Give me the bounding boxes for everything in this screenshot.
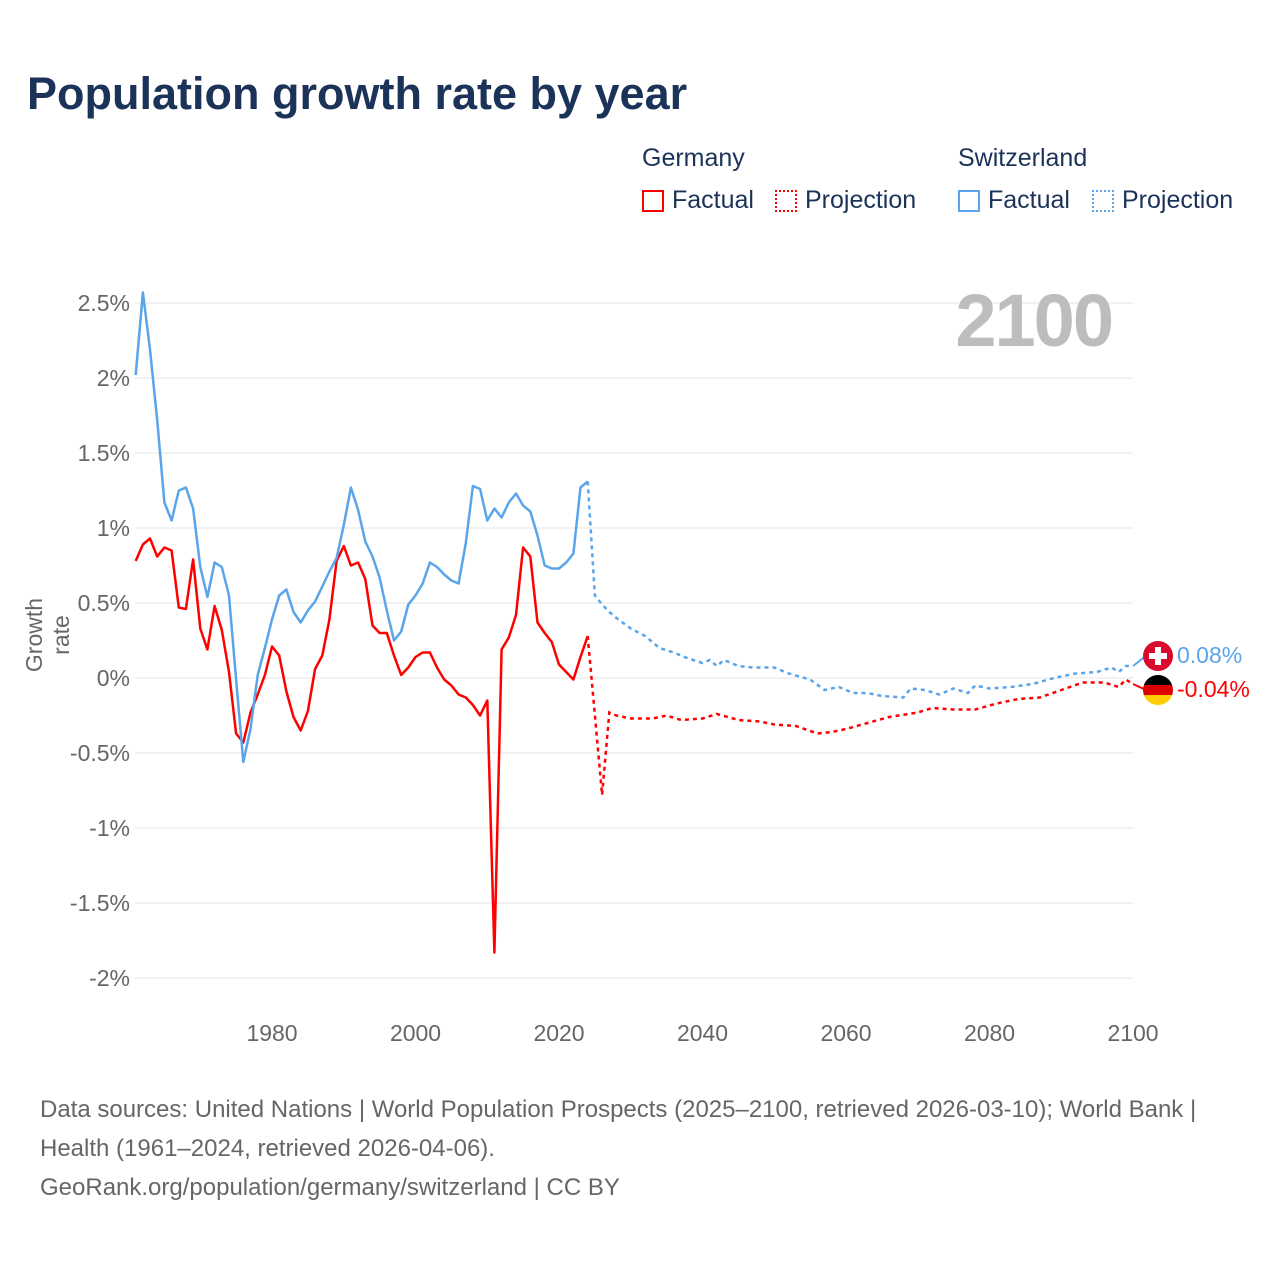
legend-group-germany: Germany (642, 144, 745, 172)
x-tick-label: 2100 (1107, 1020, 1158, 1046)
x-tick-label: 2060 (820, 1020, 871, 1046)
chart-title: Population growth rate by year (27, 68, 688, 119)
legend-label: Projection (1122, 186, 1234, 214)
y-tick-label: 2% (97, 365, 130, 391)
y-tick-label: 1.5% (78, 440, 130, 466)
y-tick-label: 0% (97, 665, 130, 691)
end-label-germany: -0.04% (1177, 676, 1250, 702)
x-tick-label: 2040 (677, 1020, 728, 1046)
legend-label: Factual (672, 186, 754, 214)
end-label-switzerland: 0.08% (1177, 642, 1243, 668)
legend-label: Factual (988, 186, 1070, 214)
y-tick-label: 0.5% (78, 590, 130, 616)
line-germany-factual (134, 537, 589, 954)
y-tick-label: -1% (89, 815, 130, 841)
legend-switzerland-factual[interactable]: Factual (958, 186, 1070, 215)
legend-germany-factual[interactable]: Factual (642, 186, 754, 215)
flag-germany-icon (1143, 675, 1173, 685)
x-tick-label: 2020 (533, 1020, 584, 1046)
y-tick-label: -0.5% (70, 740, 130, 766)
legend-label: Projection (805, 186, 917, 214)
y-axis-label: Growth rate (21, 597, 74, 673)
data-sources: Data sources: United Nations | World Pop… (40, 1096, 1197, 1162)
legend-swatch-solid (642, 189, 664, 212)
y-tick-label: 1% (97, 515, 130, 541)
y-tick-label: -1.5% (70, 890, 130, 916)
line-germany-projection (586, 635, 1134, 796)
flag-germany-stripe (1143, 685, 1173, 695)
y-tick-label: -2% (89, 965, 130, 991)
x-tick-label: 2080 (964, 1020, 1015, 1046)
legend-swatch-dotted (775, 189, 797, 212)
y-tick-label: 2.5% (78, 290, 130, 316)
legend-germany-projection[interactable]: Projection (775, 186, 916, 215)
legend-switzerland-projection[interactable]: Projection (1092, 186, 1233, 215)
line-switzerland-projection (586, 481, 1133, 699)
legend-group-switzerland: Switzerland (958, 144, 1088, 172)
line-switzerland-factual (134, 291, 589, 764)
legend-swatch-solid (958, 189, 980, 212)
flag-cross-icon (1149, 653, 1167, 659)
current-year-label: 2100 (955, 279, 1114, 362)
credit-link[interactable]: GeoRank.org/population/germany/switzerla… (40, 1174, 620, 1201)
footer: Data sources: United Nations | World Pop… (40, 1090, 1240, 1207)
x-tick-label: 2000 (390, 1020, 441, 1046)
legend-swatch-dotted (1092, 189, 1114, 212)
x-tick-label: 1980 (246, 1020, 297, 1046)
flag-germany-stripe (1143, 695, 1173, 705)
